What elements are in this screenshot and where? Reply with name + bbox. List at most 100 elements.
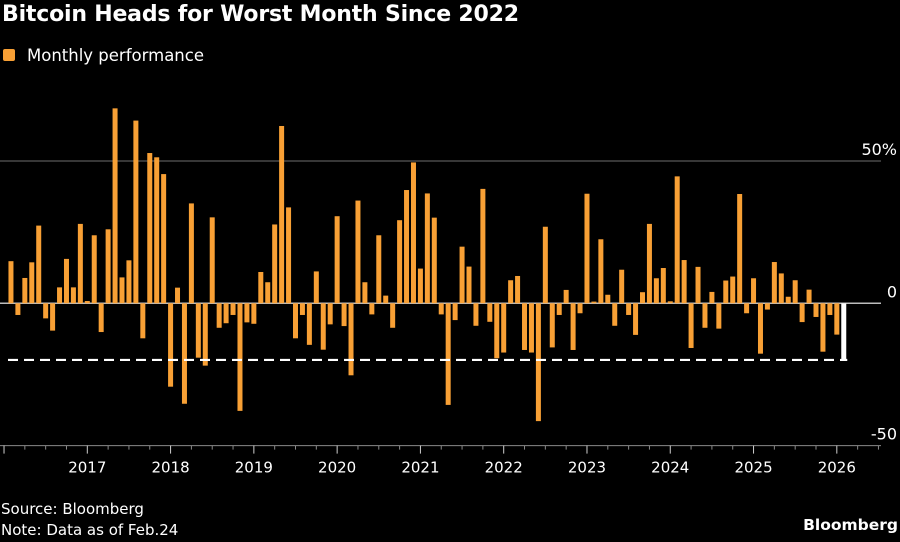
x-tick-label: 2026 xyxy=(818,459,856,477)
bar xyxy=(397,220,403,304)
bar xyxy=(646,223,652,304)
bar xyxy=(272,224,278,304)
bar-current-month xyxy=(841,303,847,360)
bar xyxy=(223,303,229,324)
bar xyxy=(209,217,215,304)
bar xyxy=(140,303,146,339)
bar xyxy=(695,266,701,304)
bar xyxy=(799,303,805,323)
bar xyxy=(91,235,97,304)
bar xyxy=(730,276,736,304)
bar xyxy=(334,216,340,304)
bar xyxy=(410,162,416,304)
bar xyxy=(834,303,840,335)
bar xyxy=(50,303,56,331)
y-tick-label: 50% xyxy=(861,140,897,159)
bar xyxy=(286,207,292,304)
bar xyxy=(36,225,42,304)
bar xyxy=(515,275,521,304)
bar xyxy=(424,193,430,304)
bar xyxy=(237,303,243,411)
x-tick-label: 2022 xyxy=(485,459,523,477)
bar xyxy=(542,226,548,304)
bar xyxy=(549,303,555,348)
bar xyxy=(390,303,396,328)
bar xyxy=(633,303,639,335)
bar xyxy=(105,229,111,304)
bar xyxy=(619,269,625,304)
bar xyxy=(626,303,632,315)
bar xyxy=(452,303,458,321)
bar xyxy=(653,278,659,304)
bar xyxy=(612,303,618,326)
bar xyxy=(265,282,271,304)
legend-swatch xyxy=(3,49,15,61)
bar xyxy=(258,271,264,304)
bar xyxy=(431,217,437,304)
x-tick-label: 2025 xyxy=(734,459,772,477)
y-tick-label: 0 xyxy=(887,282,897,301)
bar xyxy=(195,303,201,358)
bar xyxy=(785,296,791,304)
bar xyxy=(84,301,90,304)
bar xyxy=(757,303,763,354)
bar xyxy=(181,303,187,404)
bar xyxy=(667,301,673,304)
bar xyxy=(161,174,167,304)
bar xyxy=(168,303,174,387)
bar xyxy=(112,108,118,304)
bar xyxy=(820,303,826,352)
y-axis-labels: 50% 0 -50 xyxy=(861,140,897,444)
bar xyxy=(528,303,534,353)
bar xyxy=(522,303,528,350)
bar xyxy=(327,303,333,325)
bar xyxy=(230,303,236,315)
bar xyxy=(813,303,819,317)
bar xyxy=(320,303,326,350)
bar xyxy=(306,303,312,345)
bar xyxy=(355,200,361,304)
bar xyxy=(383,295,389,304)
bar xyxy=(154,157,160,304)
bar xyxy=(737,194,743,304)
bar xyxy=(563,289,569,304)
bar xyxy=(473,303,479,326)
bar xyxy=(348,303,354,376)
x-tick-label: 2024 xyxy=(651,459,689,477)
legend-label: Monthly performance xyxy=(27,45,204,65)
bar xyxy=(702,303,708,328)
bar xyxy=(216,303,222,328)
bar xyxy=(806,289,812,304)
bar xyxy=(674,176,680,304)
bar xyxy=(744,303,750,314)
bar xyxy=(605,294,611,304)
bar xyxy=(640,292,645,304)
bar xyxy=(716,303,722,329)
y-tick-label: -50 xyxy=(871,425,897,444)
bar xyxy=(22,277,28,304)
x-tick-label: 2021 xyxy=(401,459,439,477)
bar xyxy=(362,282,368,304)
bar xyxy=(133,120,139,304)
bar xyxy=(598,239,604,304)
bar xyxy=(57,287,63,304)
bar xyxy=(404,190,410,304)
bar xyxy=(279,125,285,304)
bar xyxy=(827,303,833,315)
bar xyxy=(584,193,590,304)
bar xyxy=(709,291,715,304)
bar xyxy=(313,271,319,304)
bar xyxy=(480,188,486,304)
bar xyxy=(445,303,451,405)
bar xyxy=(251,303,257,324)
x-tick-label: 2018 xyxy=(151,459,189,477)
bar xyxy=(29,262,35,304)
chart-title: Bitcoin Heads for Worst Month Since 2022 xyxy=(2,2,519,27)
bar xyxy=(494,303,500,359)
bar xyxy=(459,246,465,304)
bar xyxy=(535,303,541,422)
bar xyxy=(508,280,514,304)
bar xyxy=(688,303,694,348)
bar xyxy=(556,303,562,315)
